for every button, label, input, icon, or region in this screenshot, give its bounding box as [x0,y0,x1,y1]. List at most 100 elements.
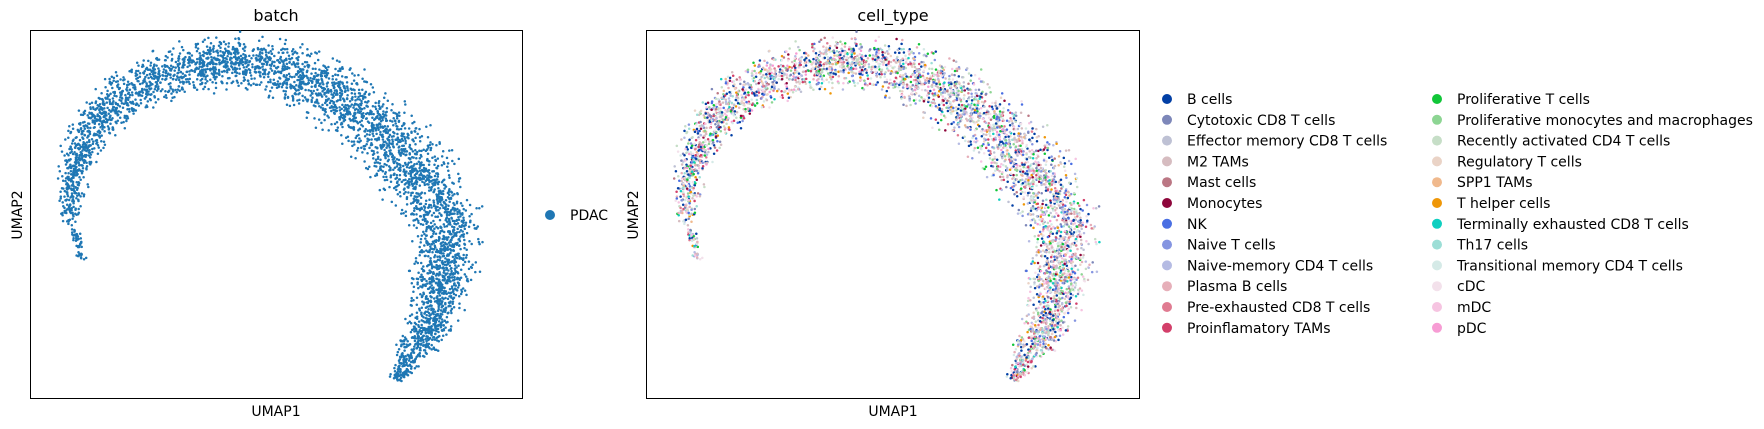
cell-point [180,45,184,49]
cell-point [194,42,198,46]
cell-point [429,299,432,302]
cell-point [375,132,378,136]
cell-point [858,52,862,56]
cell-point [327,97,330,101]
cell-point [388,128,392,131]
cell-point [416,261,420,265]
cell-point [1081,256,1085,259]
cell-point [192,81,195,84]
cell-point [327,65,330,69]
cell-point [433,324,437,328]
cell-point [373,161,377,165]
cell-point [222,53,226,57]
cell-point [1020,100,1023,103]
cell-point [235,47,239,51]
cell-point [457,282,460,285]
cell-point [216,54,220,57]
cell-point [361,77,364,80]
cell-point [98,97,102,101]
cell-point [221,74,224,78]
cell-point [163,95,166,99]
cell-point [310,52,313,56]
cell-point [325,85,329,88]
cell-point [162,68,166,71]
cell-point [449,272,452,276]
cell-point [456,319,460,322]
cell-point [453,192,456,196]
cell-point [458,176,462,180]
cell-point [419,171,423,175]
cell-point [471,263,474,266]
cell-point [164,77,168,81]
cell-point [419,348,422,352]
cell-point [422,177,426,181]
cell-point [404,178,407,181]
cell-point [392,145,395,148]
cell-point [408,143,412,147]
cell-point [367,99,370,103]
cell-point [437,196,440,200]
cell-point [973,146,977,150]
cell-point [404,142,407,145]
cell-point [214,86,218,90]
cell-point [288,57,291,60]
cell-point [153,87,157,91]
cell-point [383,162,386,166]
cell-point [449,223,452,226]
cell-point [433,174,437,178]
cell-point [151,77,154,80]
cell-point [207,87,210,91]
cell-point [403,345,406,349]
cell-point [158,69,161,72]
cell-point [437,324,440,327]
cell-point [259,48,262,51]
cell-point [823,87,827,91]
cell-point [88,156,92,159]
cell-point [421,335,425,338]
cell-point [99,149,103,152]
cell-point [397,140,400,144]
cell-point [172,65,175,69]
cell-point [76,172,79,176]
cell-point [201,40,205,43]
cell-point [426,136,430,139]
cell-point [818,54,822,58]
cell-point [926,52,930,56]
cell-point [457,180,461,183]
cell-point [125,101,128,105]
cell-point [191,69,194,72]
cell-point [481,240,484,244]
cell-point [1041,199,1045,203]
cell-point [430,307,433,310]
cell-point [280,85,284,89]
cell-point [339,69,342,73]
cell-point [412,327,416,331]
cell-point [321,103,324,107]
cell-point [392,377,396,380]
cell-point [250,56,253,60]
cell-point [442,329,446,332]
cell-point [456,222,460,225]
cell-point [93,115,97,118]
cell-point [348,100,352,103]
cell-point [437,180,441,184]
cell-point [374,105,377,108]
cell-point [1052,193,1055,196]
cell-point [448,200,451,204]
cell-point [1020,127,1024,130]
cell-point [360,99,363,103]
cell-point [221,81,224,85]
cell-point [436,335,440,339]
cell-point [430,243,433,246]
cell-point [409,194,413,197]
cell-point [1029,347,1032,351]
cell-point [244,61,247,65]
cell-point [281,65,285,68]
cell-point [238,67,241,70]
cell-point [413,206,416,210]
cell-point [87,134,90,137]
cell-point [458,239,462,243]
cell-point [413,345,416,348]
cell-point [101,124,104,127]
cell-point [103,107,106,110]
